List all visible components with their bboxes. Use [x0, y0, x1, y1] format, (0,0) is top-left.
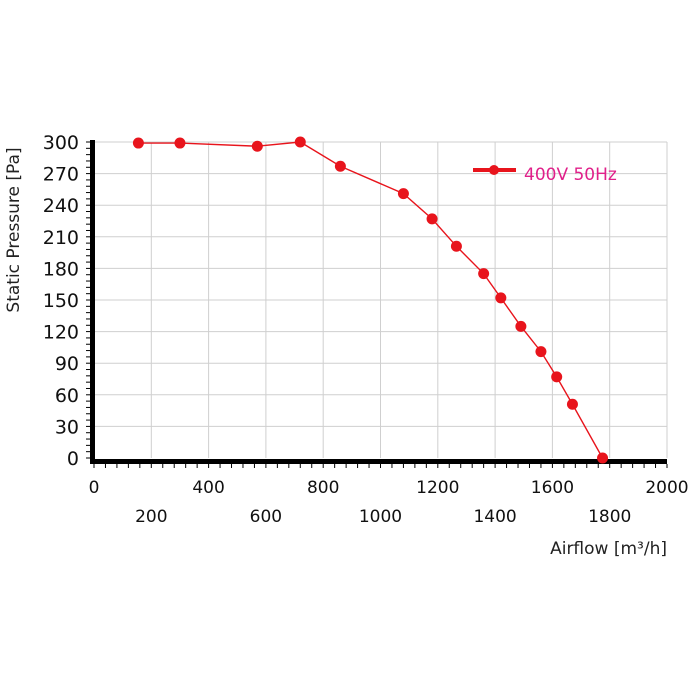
- y-tick-label: 30: [55, 416, 79, 438]
- y-tick-label: 0: [67, 448, 79, 470]
- data-point: [294, 136, 306, 148]
- legend-label: 400V 50Hz: [524, 165, 617, 185]
- x-tick-label: 600: [250, 507, 282, 527]
- x-tick-label: 0: [89, 478, 100, 498]
- data-point: [478, 268, 490, 280]
- data-point: [450, 240, 462, 252]
- data-point: [426, 213, 438, 225]
- y-tick-label: 240: [43, 195, 79, 217]
- data-point: [515, 320, 527, 332]
- x-tick-label: 2000: [645, 478, 688, 498]
- x-tick-label: 1200: [416, 478, 459, 498]
- x-axis-line: [90, 459, 667, 464]
- x-axis-label: Airflow [m³/h]: [550, 539, 667, 559]
- y-tick-label: 60: [55, 385, 79, 407]
- legend: 400V 50Hz: [473, 165, 617, 185]
- x-tick-label: 1000: [359, 507, 402, 527]
- data-point: [397, 188, 409, 200]
- data-point: [174, 137, 186, 149]
- x-tick-label: 1600: [531, 478, 574, 498]
- axes: [90, 140, 667, 464]
- tick-marks: [86, 141, 668, 468]
- series-group: [132, 136, 609, 464]
- data-point: [597, 452, 609, 464]
- data-point: [566, 398, 578, 410]
- x-tick-label: 1800: [588, 507, 631, 527]
- y-tick-labels: 0 30 60 90 120 150 180 210 240 270 300: [43, 132, 79, 470]
- legend-swatch-marker: [489, 165, 499, 175]
- y-tick-label: 90: [55, 353, 79, 375]
- y-tick-label: 120: [43, 322, 79, 344]
- y-tick-label: 180: [43, 258, 79, 280]
- y-tick-label: 300: [43, 132, 79, 154]
- x-tick-label: 800: [307, 478, 339, 498]
- x-tick-label: 200: [135, 507, 167, 527]
- y-tick-label: 210: [43, 227, 79, 249]
- y-axis-line: [90, 140, 95, 464]
- x-tick-labels: 0 400 800 1200 1600 2000 200 600 1000 1400 1800: [89, 478, 689, 527]
- data-point: [132, 137, 144, 149]
- y-axis-label: Static Pressure [Pa]: [4, 147, 24, 312]
- data-point: [495, 292, 507, 304]
- data-point: [334, 160, 346, 172]
- x-tick-label: 1400: [473, 507, 516, 527]
- data-point: [551, 371, 563, 383]
- x-tick-label: 400: [192, 478, 224, 498]
- grid: [94, 141, 668, 458]
- data-point: [535, 346, 547, 358]
- y-tick-label: 150: [43, 290, 79, 312]
- y-tick-label: 270: [43, 164, 79, 186]
- data-point: [251, 140, 263, 152]
